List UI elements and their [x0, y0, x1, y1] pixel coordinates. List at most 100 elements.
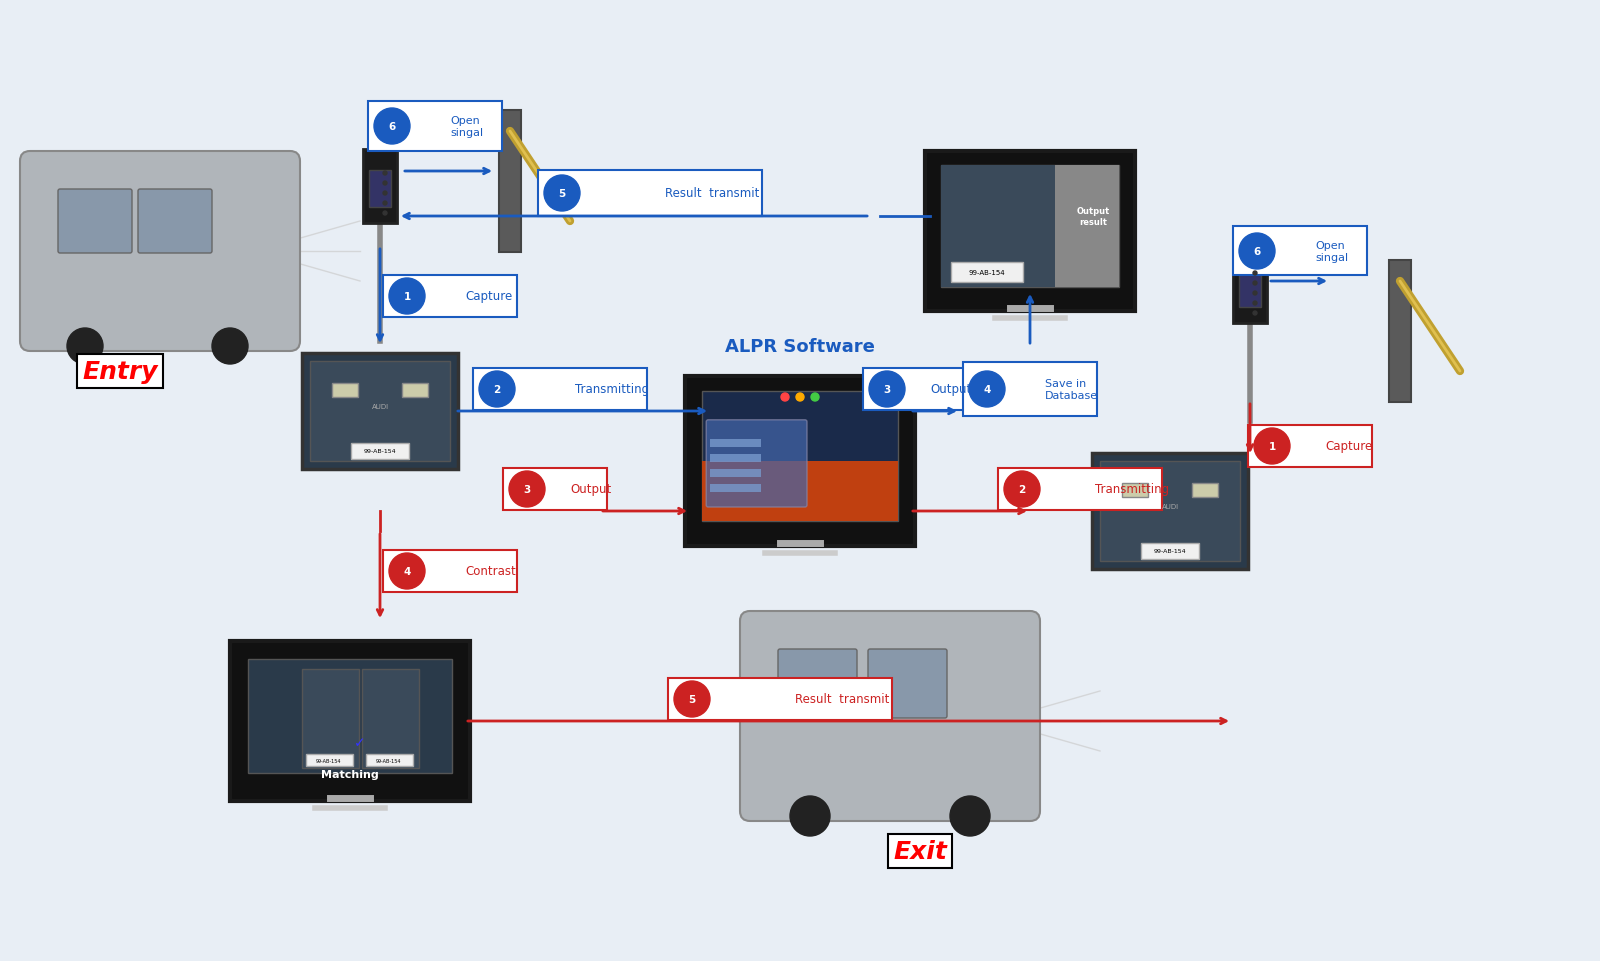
- Text: 99-AB-154: 99-AB-154: [968, 270, 1005, 276]
- Circle shape: [382, 172, 387, 176]
- FancyBboxPatch shape: [706, 420, 806, 507]
- FancyBboxPatch shape: [333, 383, 358, 398]
- Text: 99-AB-154: 99-AB-154: [317, 758, 342, 763]
- FancyBboxPatch shape: [867, 650, 947, 718]
- Circle shape: [382, 182, 387, 185]
- FancyBboxPatch shape: [710, 455, 760, 462]
- FancyBboxPatch shape: [366, 754, 413, 767]
- FancyBboxPatch shape: [778, 650, 858, 718]
- FancyBboxPatch shape: [1234, 227, 1366, 276]
- Text: AUDI: AUDI: [1162, 504, 1179, 509]
- Circle shape: [797, 394, 805, 402]
- FancyBboxPatch shape: [363, 150, 397, 224]
- Text: Output: Output: [930, 383, 971, 396]
- FancyBboxPatch shape: [402, 383, 427, 398]
- Text: Save in
Database: Save in Database: [1045, 379, 1098, 401]
- Text: Entry: Entry: [82, 359, 158, 383]
- FancyBboxPatch shape: [739, 611, 1040, 821]
- Circle shape: [382, 202, 387, 206]
- Text: 5: 5: [558, 188, 566, 199]
- Circle shape: [382, 192, 387, 196]
- Text: 4: 4: [403, 566, 411, 577]
- FancyBboxPatch shape: [1141, 543, 1198, 559]
- FancyBboxPatch shape: [350, 444, 410, 459]
- Circle shape: [790, 796, 830, 836]
- FancyBboxPatch shape: [368, 103, 502, 151]
- FancyBboxPatch shape: [710, 440, 760, 448]
- Text: Result  transmit: Result transmit: [795, 693, 890, 705]
- FancyBboxPatch shape: [1101, 461, 1240, 561]
- Text: AUDI: AUDI: [371, 404, 389, 409]
- Text: 99-AB-154: 99-AB-154: [1154, 549, 1186, 554]
- Circle shape: [1254, 429, 1290, 464]
- Text: Transmitting: Transmitting: [574, 383, 650, 396]
- Circle shape: [1238, 234, 1275, 270]
- Circle shape: [67, 329, 102, 364]
- FancyBboxPatch shape: [950, 262, 1022, 283]
- FancyBboxPatch shape: [310, 361, 450, 461]
- FancyBboxPatch shape: [710, 484, 760, 492]
- FancyBboxPatch shape: [941, 166, 1058, 287]
- Text: 2: 2: [1018, 484, 1026, 495]
- Text: Matching: Matching: [322, 769, 379, 779]
- FancyBboxPatch shape: [1091, 454, 1248, 570]
- Circle shape: [389, 279, 426, 314]
- FancyBboxPatch shape: [998, 469, 1162, 510]
- Circle shape: [382, 211, 387, 216]
- FancyBboxPatch shape: [502, 469, 606, 510]
- FancyBboxPatch shape: [963, 362, 1098, 416]
- FancyBboxPatch shape: [370, 171, 390, 208]
- FancyBboxPatch shape: [1056, 166, 1118, 287]
- FancyBboxPatch shape: [499, 111, 522, 253]
- Text: Open
singal: Open singal: [1315, 241, 1349, 262]
- Circle shape: [1253, 292, 1258, 296]
- Circle shape: [674, 681, 710, 717]
- Text: Result  transmit: Result transmit: [666, 187, 760, 200]
- Circle shape: [544, 176, 579, 211]
- Text: 4: 4: [984, 384, 990, 395]
- FancyBboxPatch shape: [19, 152, 301, 352]
- Text: Exit: Exit: [893, 839, 947, 863]
- FancyBboxPatch shape: [362, 669, 419, 769]
- Text: Output: Output: [570, 483, 611, 496]
- Text: 6: 6: [389, 122, 395, 132]
- Text: Capture: Capture: [1325, 440, 1373, 453]
- Circle shape: [1253, 282, 1258, 285]
- Text: 6: 6: [1253, 247, 1261, 257]
- Text: 5: 5: [688, 694, 696, 704]
- Circle shape: [211, 329, 248, 364]
- Circle shape: [478, 372, 515, 407]
- FancyBboxPatch shape: [230, 641, 470, 801]
- FancyBboxPatch shape: [1122, 483, 1149, 498]
- Text: Capture: Capture: [466, 290, 512, 303]
- Circle shape: [950, 796, 990, 836]
- Text: Transmitting: Transmitting: [1094, 483, 1170, 496]
- FancyBboxPatch shape: [862, 369, 966, 410]
- Text: 99-AB-154: 99-AB-154: [376, 758, 402, 763]
- Text: 3: 3: [523, 484, 531, 495]
- FancyBboxPatch shape: [138, 190, 211, 254]
- Text: Output
result: Output result: [1077, 207, 1110, 227]
- FancyBboxPatch shape: [1234, 250, 1267, 324]
- Circle shape: [811, 394, 819, 402]
- Text: 1: 1: [403, 292, 411, 302]
- FancyBboxPatch shape: [382, 551, 517, 592]
- Text: ✓: ✓: [354, 735, 366, 750]
- FancyBboxPatch shape: [248, 659, 453, 774]
- Text: 2: 2: [493, 384, 501, 395]
- Circle shape: [374, 109, 410, 145]
- Circle shape: [781, 394, 789, 402]
- Circle shape: [1253, 311, 1258, 315]
- Text: Contrast: Contrast: [466, 565, 515, 578]
- Text: 99-AB-154: 99-AB-154: [363, 449, 397, 454]
- Text: ALPR Software: ALPR Software: [725, 337, 875, 356]
- FancyBboxPatch shape: [474, 369, 646, 410]
- Circle shape: [509, 472, 546, 507]
- FancyBboxPatch shape: [302, 669, 358, 769]
- FancyBboxPatch shape: [1192, 483, 1218, 498]
- FancyBboxPatch shape: [538, 171, 762, 217]
- FancyBboxPatch shape: [1389, 260, 1411, 403]
- Text: 1: 1: [1269, 441, 1275, 452]
- FancyBboxPatch shape: [685, 377, 915, 547]
- FancyBboxPatch shape: [1248, 426, 1373, 467]
